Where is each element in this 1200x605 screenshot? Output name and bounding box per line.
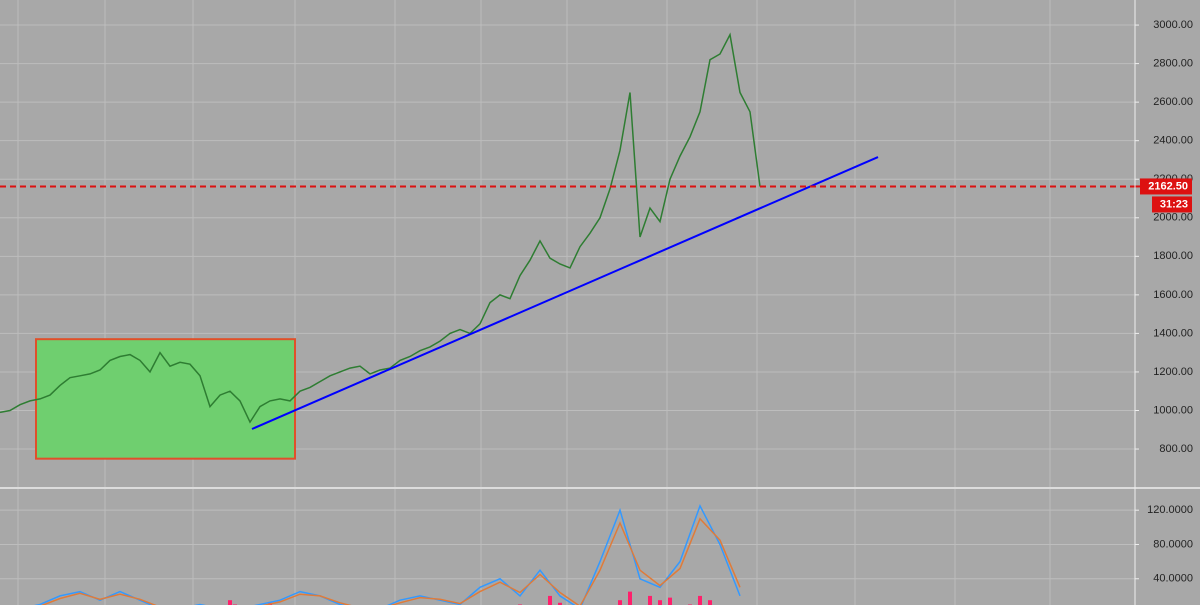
y-tick-label: 2000.00 (1153, 212, 1193, 224)
y-tick-label: 2400.00 (1153, 135, 1193, 147)
price-pane (0, 0, 1135, 487)
price-line (0, 32, 761, 424)
y-tick-label: 1800.00 (1153, 250, 1193, 262)
bar (558, 602, 562, 605)
bar (628, 591, 632, 605)
bar (648, 595, 652, 605)
axes: 800.00 1000.00 1200.00 1400.00 1600.00 1800.0… (1135, 19, 1193, 585)
bar (548, 595, 552, 605)
y-tick-label: 120.0000 (1147, 504, 1193, 516)
countdown-badge (1152, 196, 1192, 213)
y-tick-label: 1200.00 (1153, 366, 1193, 378)
indicator-line (34, 504, 741, 605)
bar (658, 600, 662, 605)
y-tick-label: 3000.00 (1153, 19, 1193, 31)
bar (668, 597, 672, 605)
bar (698, 595, 702, 605)
trendline (251, 156, 879, 430)
y-tick-label: 1000.00 (1153, 404, 1193, 416)
bar (618, 600, 622, 605)
bar (228, 600, 232, 605)
y-tick-label: 80.0000 (1153, 538, 1193, 550)
y-tick-label: 2800.00 (1153, 58, 1193, 70)
y-tick-label: 1600.00 (1153, 289, 1193, 301)
highlight-box (35, 338, 296, 460)
y-tick-label: 800.00 (1159, 443, 1193, 455)
bar (708, 600, 712, 605)
y-tick-label: 40.0000 (1153, 573, 1193, 585)
last-price-badge (1140, 178, 1192, 195)
last-price-label: 2162.50 (1148, 180, 1188, 192)
y-tick-label: 1400.00 (1153, 327, 1193, 339)
indicator-pane (0, 489, 1135, 605)
y-tick-label: 2600.00 (1153, 96, 1193, 108)
indicator-line (41, 517, 741, 605)
countdown-label: 31:23 (1160, 198, 1188, 210)
